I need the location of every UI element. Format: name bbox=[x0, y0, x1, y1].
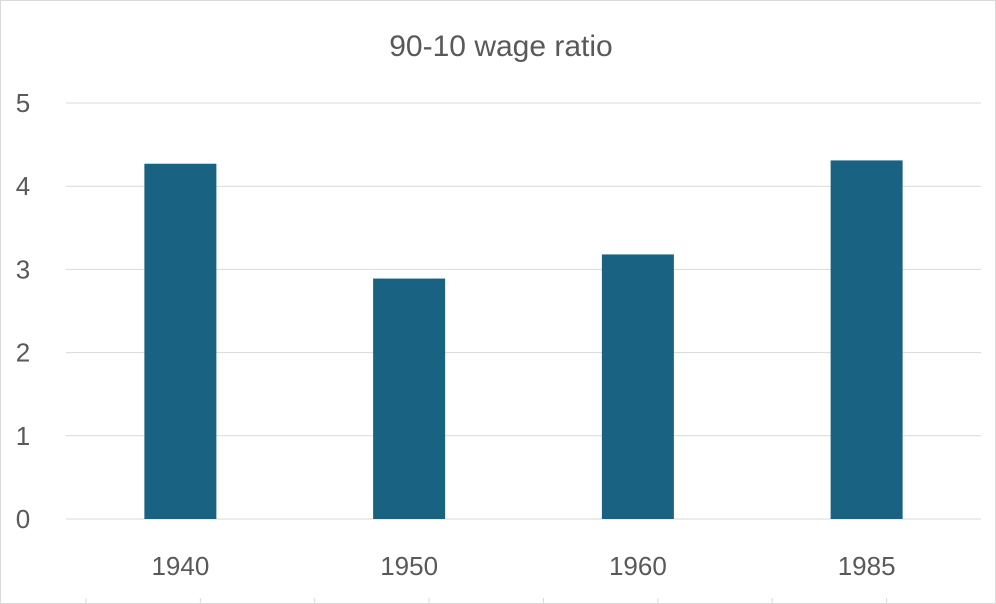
bar-1940 bbox=[144, 163, 217, 519]
y-tick-label: 3 bbox=[16, 254, 30, 284]
x-axis-ticks: 1940 1950 1960 1985 bbox=[151, 551, 895, 581]
y-tick-label: 0 bbox=[16, 504, 30, 534]
chart-title: 90-10 wage ratio bbox=[389, 30, 612, 63]
x-tick-label: 1985 bbox=[838, 551, 896, 581]
bar-1985 bbox=[830, 160, 903, 519]
y-tick-label: 4 bbox=[16, 171, 30, 201]
x-tick-label: 1950 bbox=[380, 551, 438, 581]
x-tick-label: 1940 bbox=[151, 551, 209, 581]
y-tick-label: 1 bbox=[16, 421, 30, 451]
bar-1960 bbox=[601, 254, 674, 519]
y-axis-ticks: 0 1 2 3 4 5 bbox=[16, 88, 30, 534]
y-tick-label: 2 bbox=[16, 338, 30, 368]
x-tick-label: 1960 bbox=[609, 551, 667, 581]
x-axis-tick-marks bbox=[85, 598, 888, 603]
bar-1950 bbox=[373, 278, 446, 519]
gridlines bbox=[66, 102, 981, 520]
bars bbox=[144, 160, 903, 519]
y-tick-label: 5 bbox=[16, 88, 30, 118]
